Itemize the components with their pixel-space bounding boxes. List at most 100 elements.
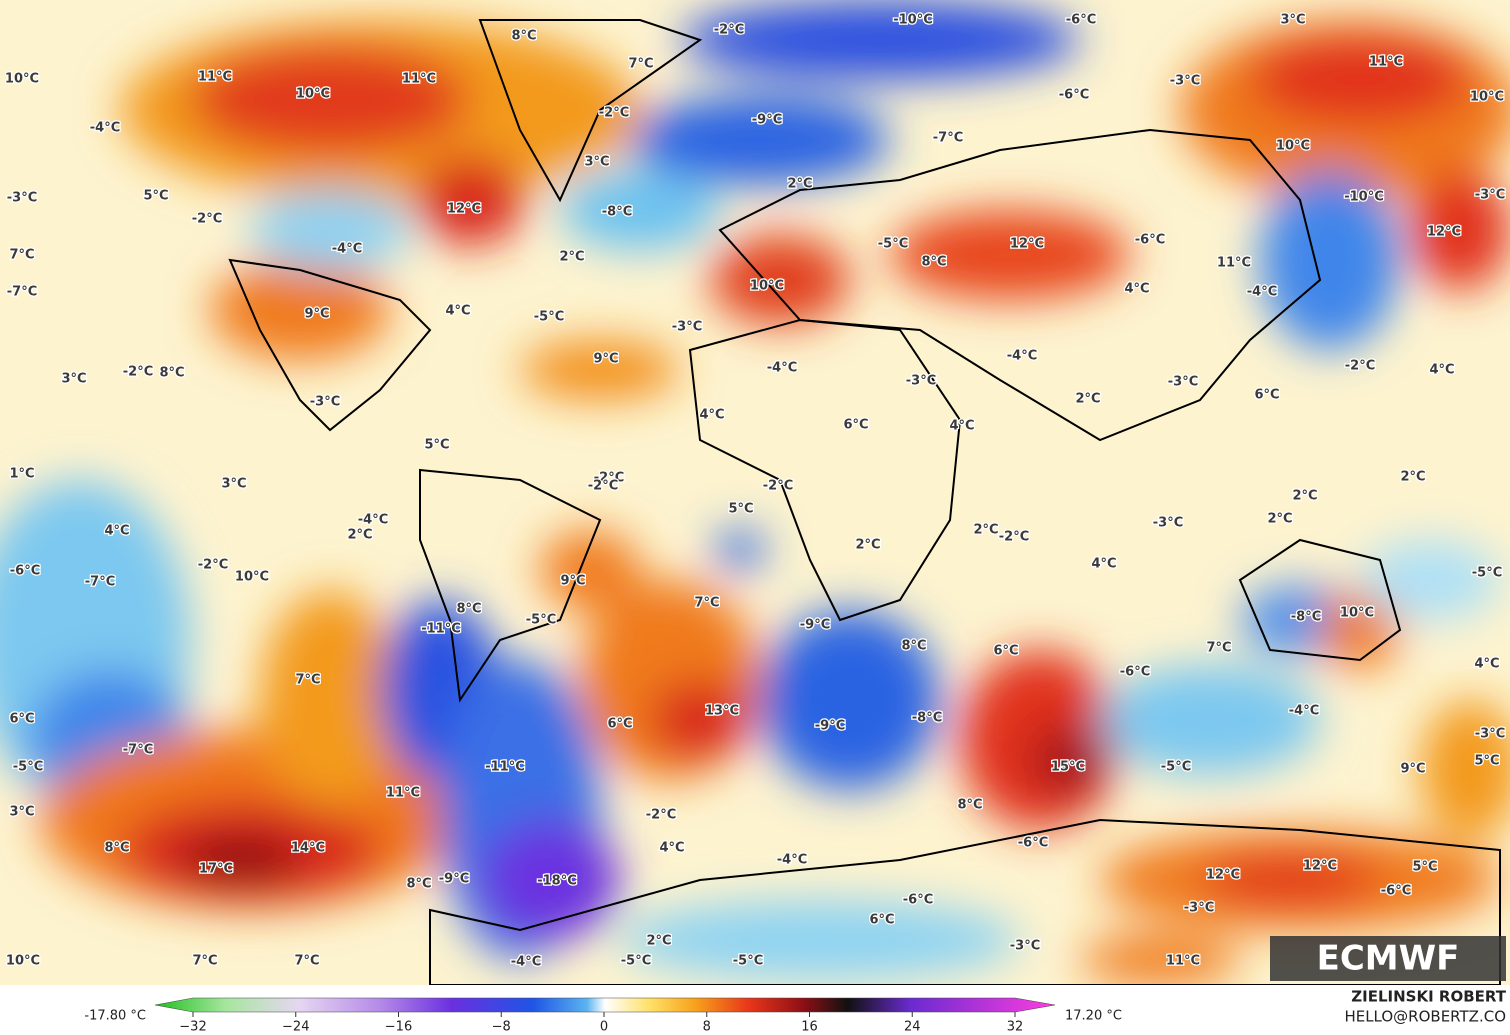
temperature-label: 12°C [1010,237,1044,252]
temperature-label: -2°C [588,479,618,494]
temperature-label: -2°C [763,479,793,494]
colorbar-tick-label: 24 [904,1020,921,1035]
author: ZIELINSKI ROBERT [1351,988,1506,1006]
temperature-label: -11°C [485,760,525,775]
temperature-label: 9°C [560,574,585,589]
colorbar: -17.80 °C 17.20 °C −32 −24 −16 −8 0 8 16 24 32 [84,997,1122,1035]
temperature-label: 3°C [584,155,609,170]
temperature-label: -6°C [1066,13,1096,28]
temperature-label: 5°C [728,502,753,517]
temperature-label: 15°C [1051,760,1085,775]
temperature-label: 9°C [593,352,618,367]
colorbar-scale [154,997,1056,1013]
temperature-label: 11°C [1166,954,1200,969]
colorbar-tick-label: −24 [282,1020,309,1035]
temperature-label: 5°C [1474,754,1499,769]
temperature-label: 11°C [1217,256,1251,271]
temperature-label: 6°C [607,717,632,732]
temperature-label: -3°C [1153,516,1183,531]
temperature-label: -9°C [752,113,782,128]
temperature-label: 9°C [1400,762,1425,777]
temperature-label: -8°C [912,711,942,726]
temperature-label: 8°C [511,29,536,44]
temperature-label: 3°C [9,805,34,820]
temperature-label: -7°C [933,131,963,146]
temperature-label: -6°C [1120,665,1150,680]
temperature-label: -9°C [439,872,469,887]
colorbar-tick-label: −16 [385,1020,412,1035]
temperature-label: 12°C [1303,859,1337,874]
temperature-label: -4°C [1289,704,1319,719]
temperature-label: -2°C [1345,359,1375,374]
temperature-label: 4°C [949,419,974,434]
temperature-label: 4°C [699,408,724,423]
temperature-label: -10°C [893,13,933,28]
temperature-label: -5°C [534,310,564,325]
temperature-label: -2°C [714,23,744,38]
temperature-label: -3°C [906,374,936,389]
temperature-label: -5°C [621,954,651,969]
temperature-label: -4°C [777,853,807,868]
colorbar-tick-label: 16 [801,1020,818,1035]
temperature-label: 8°C [159,366,184,381]
coastlines [228,19,1501,985]
temperature-label: -4°C [90,121,120,136]
email: HELLO@ROBERTZ.CO [1344,1008,1506,1026]
temperature-label: 7°C [295,673,320,688]
temperature-label: 8°C [921,255,946,270]
temperature-label: 11°C [1369,55,1403,70]
temperature-label: -2°C [599,106,629,121]
temperature-label: 2°C [1267,512,1292,527]
temperature-label: 2°C [559,250,584,265]
temperature-label: 10°C [296,87,330,102]
temperature-label: -7°C [123,743,153,758]
temperature-label: 2°C [347,528,372,543]
temperature-label: -4°C [358,513,388,528]
temperature-label: 6°C [1254,388,1279,403]
temperature-label: 6°C [993,644,1018,659]
temperature-label: -5°C [733,954,763,969]
temperature-label: -6°C [1381,884,1411,899]
temperature-label: 8°C [901,639,926,654]
temperature-label: -6°C [903,893,933,908]
temperature-label: 5°C [424,438,449,453]
temperature-label: 2°C [646,934,671,949]
temperature-label: -3°C [7,191,37,206]
temperature-label: 13°C [705,704,739,719]
temperature-label: -5°C [526,613,556,628]
temperature-label: 10°C [1276,139,1310,154]
temperature-label: -7°C [7,285,37,300]
temperature-label: -7°C [85,575,115,590]
temperature-label: 6°C [869,913,894,928]
temperature-label: 7°C [1206,641,1231,656]
colorbar-tick-label: 32 [1007,1020,1024,1035]
temperature-label: -3°C [1475,727,1505,742]
temperature-label: 7°C [628,57,653,72]
temperature-label: 8°C [456,602,481,617]
temperature-label: -6°C [1059,88,1089,103]
temperature-label: 4°C [104,524,129,539]
temperature-label: 10°C [1470,90,1504,105]
temperature-label: -3°C [1010,939,1040,954]
temperature-label: -11°C [421,622,461,637]
temperature-label: 3°C [1280,13,1305,28]
temperature-label: -2°C [198,558,228,573]
temperature-label: -2°C [999,530,1029,545]
temperature-label: 8°C [957,798,982,813]
temperature-label: -6°C [1018,836,1048,851]
temperature-label: -3°C [1170,74,1200,89]
temperature-label: -2°C [192,212,222,227]
temperature-label: -2°C [646,808,676,823]
temperature-label: -4°C [767,361,797,376]
temperature-label: 2°C [1400,470,1425,485]
temperature-label: 14°C [291,841,325,856]
map-field [0,0,1510,985]
temperature-label: 3°C [221,477,246,492]
temperature-label: 8°C [104,841,129,856]
temperature-label: -8°C [1291,610,1321,625]
temperature-label: 6°C [843,418,868,433]
temperature-label: 7°C [192,954,217,969]
colorbar-min: -17.80 °C [84,1009,146,1024]
